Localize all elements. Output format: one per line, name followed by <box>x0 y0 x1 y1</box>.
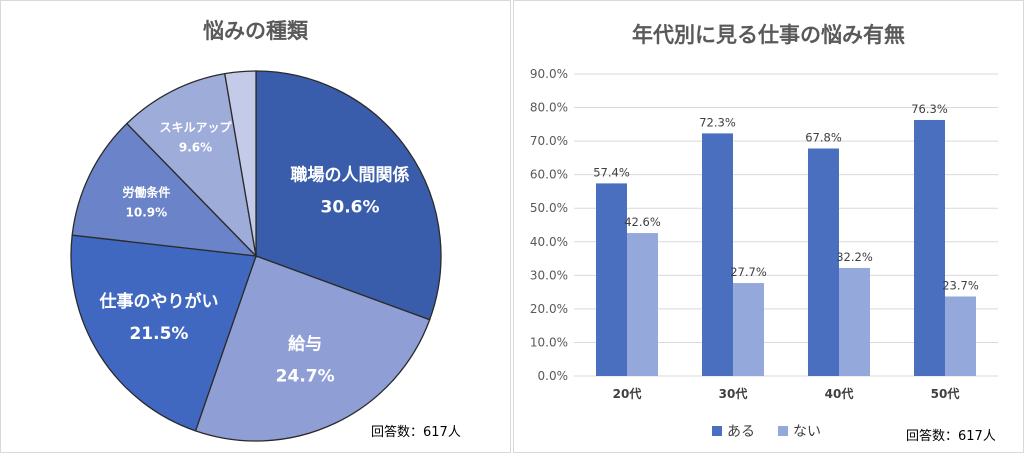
bar <box>808 148 839 376</box>
pie-slice <box>125 72 257 258</box>
pie-slice <box>255 70 442 321</box>
y-tick-label: 50.0% <box>530 201 568 215</box>
bar-chart-title: 年代別に見る仕事の悩み有無 <box>632 23 905 47</box>
pie-chart-title: 悩みの種類 <box>203 19 308 43</box>
pie-slice-value-label: 30.6% <box>321 197 380 217</box>
bar-value-label: 42.6% <box>624 215 661 229</box>
pie-slice-label: 労働条件 <box>122 184 170 199</box>
y-tick-label: 70.0% <box>530 134 568 148</box>
pie-slice-value-label: 21.5% <box>129 324 188 344</box>
pie-slice <box>70 234 257 432</box>
bar-respondent-count: 回答数：617人 <box>906 429 996 444</box>
y-tick-label: 80.0% <box>530 101 568 115</box>
legend-label: ない <box>793 424 821 440</box>
bar-value-label: 23.7% <box>942 278 979 292</box>
bar-value-label: 72.3% <box>699 115 736 129</box>
bar <box>596 183 627 376</box>
pie-slice <box>194 255 431 442</box>
y-tick-label: 10.0% <box>530 335 568 349</box>
pie-slice-label: 給与 <box>288 334 322 355</box>
legend-label: ある <box>727 424 755 440</box>
bar <box>627 233 658 376</box>
pie-slice-value-label: 24.7% <box>276 367 335 387</box>
y-tick-label: 90.0% <box>530 67 568 81</box>
legend-swatch <box>778 426 788 436</box>
bar-value-label: 32.2% <box>836 250 873 264</box>
pie-slice <box>71 122 258 257</box>
bar-value-label: 67.8% <box>805 130 842 144</box>
legend-swatch <box>712 426 722 436</box>
x-tick-label: 30代 <box>719 386 748 401</box>
y-tick-label: 40.0% <box>530 235 568 249</box>
pie-respondent-count: 回答数：617人 <box>371 425 461 440</box>
x-tick-label: 50代 <box>931 386 960 401</box>
bar-value-label: 76.3% <box>911 102 948 116</box>
pie-chart-panel: 悩みの種類 職場の人間関係 30.6% 給与 24.7% 仕事のやりがい 21.5% 労働条… <box>0 0 511 453</box>
pie-slice-label: スキルアップ <box>160 119 233 134</box>
bar <box>914 119 945 377</box>
y-tick-label: 20.0% <box>530 302 568 316</box>
pie-slice <box>224 70 257 257</box>
bar-value-label: 27.7% <box>730 265 767 279</box>
bar-chart: 0.0% 10.0% 20.0% 30.0% 40.0% 50.0% 60.0% 70.0% 8… <box>530 67 998 440</box>
y-tick-label: 0.0% <box>538 369 569 383</box>
x-tick-label: 40代 <box>825 386 854 401</box>
pie-slice-label: 職場の人間関係 <box>291 164 410 185</box>
y-tick-label: 60.0% <box>530 168 568 182</box>
pie-slice-label: 仕事のやりがい <box>98 291 218 312</box>
pie-slice-value-label: 10.9% <box>126 205 168 219</box>
y-tick-label: 30.0% <box>530 268 568 282</box>
pie-chart: 職場の人間関係 30.6% 給与 24.7% 仕事のやりがい 21.5% 労働条件 10.9%… <box>70 70 442 442</box>
bar <box>733 283 764 376</box>
bar-value-label: 57.4% <box>593 165 630 179</box>
pie-slice-value-label: 9.6% <box>179 140 212 154</box>
bar <box>702 133 733 376</box>
x-tick-label: 20代 <box>613 386 642 401</box>
bar-chart-panel: 年代別に見る仕事の悩み有無 0.0% 10.0% 20.0% 30.0% 40.0% 50… <box>513 0 1024 453</box>
bar <box>945 296 976 376</box>
bar <box>839 267 870 376</box>
